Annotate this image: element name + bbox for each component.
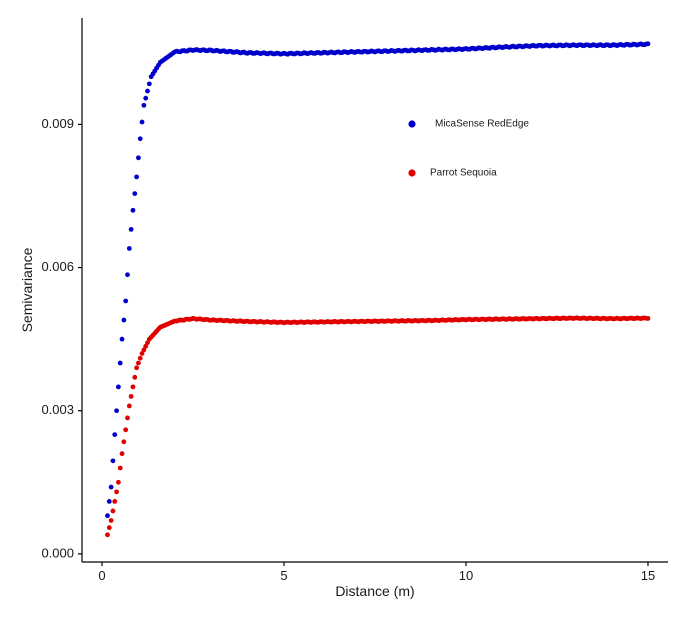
data-point-micasense: [112, 432, 118, 437]
data-point-parrot: [119, 451, 125, 457]
data-point-micasense: [123, 298, 129, 304]
legend-marker-micasense: [408, 120, 416, 128]
data-point-parrot: [121, 439, 127, 445]
data-point-micasense: [108, 484, 114, 490]
data-point-micasense: [105, 513, 110, 519]
x-tick-label: 0: [98, 568, 105, 583]
data-point-micasense: [139, 119, 145, 125]
data-point-micasense: [121, 317, 127, 323]
legend-marker-parrot: [408, 169, 416, 177]
data-point-parrot: [125, 415, 130, 421]
y-tick-label: 0.006: [41, 259, 74, 274]
x-tick-label: 5: [280, 568, 287, 583]
data-point-micasense: [119, 336, 125, 342]
data-point-micasense: [126, 246, 132, 251]
data-point-parrot: [123, 427, 129, 433]
data-point-parrot: [145, 340, 150, 346]
legend-label-micasense: MicaSense RedEdge: [435, 119, 529, 130]
data-point-parrot: [128, 394, 134, 399]
y-axis-title: Semivariance: [19, 247, 35, 332]
data-point-parrot: [141, 347, 147, 353]
data-point-parrot: [106, 525, 112, 531]
data-point-parrot: [126, 403, 132, 409]
data-point-parrot: [136, 360, 141, 366]
data-point-parrot: [114, 489, 119, 495]
data-point-micasense: [143, 95, 149, 101]
y-tick-label: 0.000: [41, 545, 74, 560]
data-point-parrot: [130, 384, 136, 390]
data-point-micasense: [116, 384, 121, 390]
y-tick-label: 0.003: [41, 402, 74, 417]
data-points: [105, 41, 651, 538]
data-point-parrot: [137, 355, 143, 361]
x-tick-label: 10: [459, 568, 473, 583]
data-point-parrot: [134, 365, 140, 371]
data-point-parrot: [117, 465, 123, 471]
data-point-parrot: [116, 479, 121, 485]
x-tick-label: 15: [641, 568, 655, 583]
data-point-micasense: [125, 272, 130, 278]
data-point-parrot: [108, 518, 114, 523]
data-point-micasense: [110, 458, 116, 464]
data-point-micasense: [128, 227, 134, 232]
x-axis-title: Distance (m): [335, 583, 414, 599]
data-point-micasense: [117, 360, 123, 366]
data-point-micasense: [141, 102, 147, 108]
data-point-micasense: [106, 499, 112, 504]
data-point-parrot: [105, 532, 110, 538]
x-axis-ticks: 0 5 10 15: [98, 562, 655, 583]
data-point-micasense: [137, 136, 143, 142]
legend: MicaSense RedEdge Parrot Sequoia: [408, 119, 529, 179]
data-point-micasense: [134, 174, 140, 180]
data-point-micasense: [114, 408, 119, 414]
y-tick-label: 0.009: [41, 116, 74, 131]
data-point-parrot: [143, 343, 149, 349]
y-axis-ticks: 0.000 0.003 0.006 0.009: [41, 116, 82, 560]
data-point-micasense: [132, 191, 138, 197]
data-point-parrot: [110, 508, 116, 514]
data-point-parrot: [645, 316, 651, 321]
data-point-micasense: [136, 155, 141, 161]
data-point-parrot: [112, 499, 118, 504]
data-point-micasense: [130, 207, 136, 213]
data-point-micasense: [145, 88, 150, 94]
legend-label-parrot: Parrot Sequoia: [430, 168, 497, 179]
data-point-micasense: [146, 81, 152, 87]
data-point-micasense: [645, 41, 651, 47]
data-point-parrot: [132, 374, 138, 380]
data-point-parrot: [139, 351, 145, 356]
